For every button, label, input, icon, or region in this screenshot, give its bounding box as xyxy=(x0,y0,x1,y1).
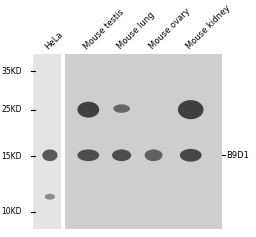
Text: 35KD: 35KD xyxy=(1,67,22,76)
Text: Mouse ovary: Mouse ovary xyxy=(147,7,191,51)
Text: B9D1: B9D1 xyxy=(226,151,249,160)
Ellipse shape xyxy=(113,104,130,113)
Text: 10KD: 10KD xyxy=(1,207,22,216)
Ellipse shape xyxy=(145,150,163,161)
Text: Mouse kidney: Mouse kidney xyxy=(184,4,232,51)
Bar xyxy=(63,55,222,228)
Text: HeLa: HeLa xyxy=(44,30,65,51)
Ellipse shape xyxy=(180,149,202,162)
Ellipse shape xyxy=(42,150,58,161)
Ellipse shape xyxy=(112,150,131,161)
Text: 15KD: 15KD xyxy=(1,152,22,161)
Ellipse shape xyxy=(77,150,99,161)
Ellipse shape xyxy=(178,100,204,119)
Bar xyxy=(33,55,63,228)
Text: Mouse lung: Mouse lung xyxy=(115,11,156,51)
Text: Mouse testis: Mouse testis xyxy=(82,8,126,51)
Bar xyxy=(61,55,65,228)
Ellipse shape xyxy=(77,102,99,118)
Ellipse shape xyxy=(45,194,55,200)
Text: 25KD: 25KD xyxy=(1,105,22,114)
